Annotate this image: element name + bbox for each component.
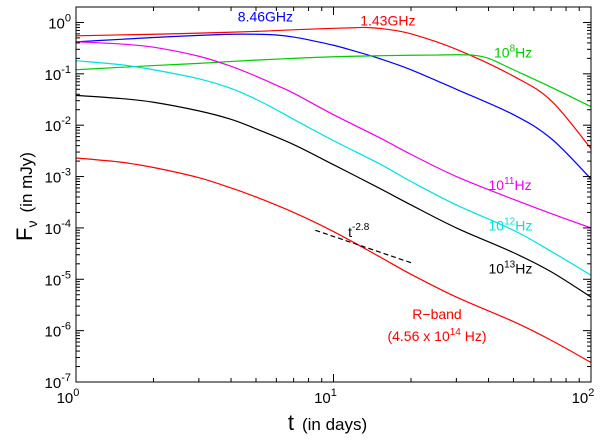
x-tick-label-2: 102: [572, 387, 595, 407]
series-label-5: 1013Hz: [489, 259, 533, 276]
x-tick-label-1: 101: [314, 387, 337, 407]
series-line-4: [76, 41, 591, 229]
series-line-6: [76, 157, 591, 363]
y-axis-title: Fν(in mJy): [12, 152, 40, 241]
axis-titles: t (in days) Fν(in mJy): [12, 152, 367, 435]
axes: [75, 6, 592, 383]
rband-label: R−band (4.56 x 1014 Hz): [387, 306, 486, 344]
series-labels: 8.46GHz 1.43GHz 108Hz 1012Hz 1011Hz 1013Hz R−b…: [238, 8, 533, 344]
tick-labels: 100 101 102 10-7 10-6 10-5 10-4 10-3 10-2 10-1 100: [45, 12, 595, 407]
y-tick-label-1: 10-6: [45, 321, 71, 341]
slope-dashed-line: [315, 229, 412, 264]
y-tick-label-4: 10-3: [45, 167, 71, 187]
series-line-0: [76, 33, 591, 180]
svg-text:(4.56 x 1014 Hz): (4.56 x 1014 Hz): [387, 327, 486, 344]
series-label-0: 8.46GHz: [238, 8, 293, 24]
slope-annotation: t-2.8: [315, 222, 412, 264]
y-tick-label-2: 10-5: [45, 269, 71, 289]
series-label-3: 1012Hz: [489, 216, 533, 233]
y-tick-label-7: 100: [48, 12, 71, 32]
y-tick-label-6: 10-1: [45, 64, 71, 84]
series-line-2: [76, 54, 591, 108]
y-tick-label-3: 10-4: [45, 218, 71, 238]
series-line-3: [76, 60, 591, 276]
series-lines: [76, 26, 591, 363]
series-label-4: 1011Hz: [489, 176, 532, 193]
slope-label: t-2.8: [348, 222, 370, 240]
series-line-1: [76, 26, 591, 149]
x-tick-label-0: 100: [57, 387, 80, 407]
series-label-2: 108Hz: [494, 43, 532, 60]
svg-text:R−band: R−band: [412, 306, 461, 322]
series-label-1: 1.43GHz: [360, 12, 415, 28]
y-tick-label-5: 10-2: [45, 115, 71, 135]
series-line-5: [76, 94, 591, 298]
x-axis-title: t (in days): [288, 410, 367, 435]
y-tick-label-0: 10-7: [45, 372, 71, 392]
